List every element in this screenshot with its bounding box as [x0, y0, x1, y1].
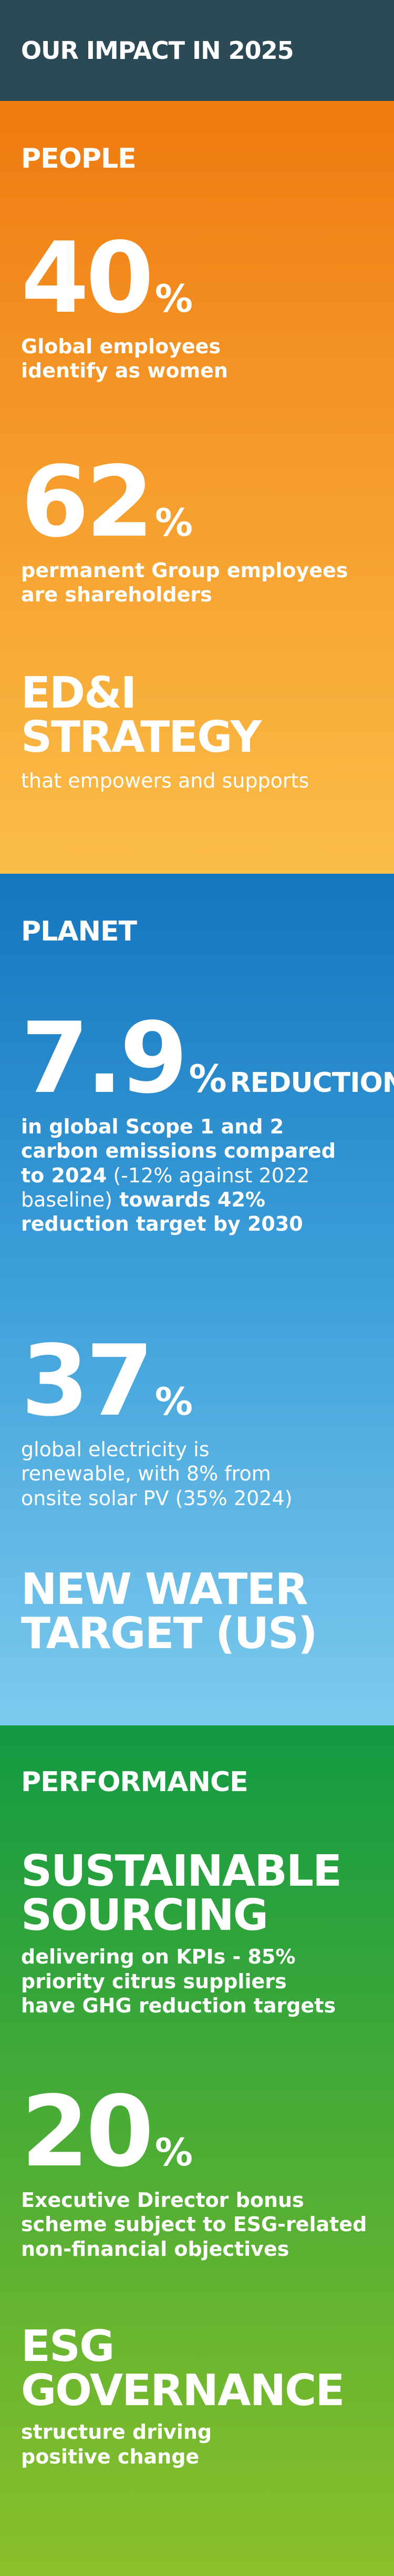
people-section: PEOPLE 40% Global employees identify as … — [0, 101, 394, 874]
stat-number: 37 — [21, 1324, 154, 1438]
stat-water-target: NEW WATER TARGET (US) — [21, 1568, 378, 1655]
stat-unit: % — [154, 500, 193, 545]
stat-value: 40% — [21, 229, 378, 327]
stat-description: delivering on KPIs - 85% priority citrus… — [21, 1945, 378, 2018]
desc-light: baseline) — [21, 1188, 112, 1212]
stat-headline: ESG GOVERNANCE — [21, 2325, 378, 2413]
stat-edi-strategy: ED&I STRATEGY that empowers and supports — [21, 671, 378, 793]
desc-line: Global employees — [21, 335, 221, 358]
stat-headline: SUSTAINABLE SOURCING — [21, 1849, 378, 1937]
stat-unit: % — [154, 1379, 193, 1424]
desc-line: reduction target by 2030 — [21, 1212, 303, 1236]
desc-light: (-12% against 2022 — [107, 1163, 310, 1187]
desc-line: to 2024 (-12% against 2022 — [21, 1163, 378, 1188]
stat-suffix: REDUCTION — [230, 1067, 394, 1099]
stat-sustainable-sourcing: SUSTAINABLE SOURCING delivering on KPIs … — [21, 1849, 378, 2018]
desc-bold: to 2024 — [21, 1163, 107, 1187]
page-title: OUR IMPACT IN 2025 — [21, 36, 294, 65]
headline-line: GOVERNANCE — [21, 2365, 345, 2416]
headline-line: ESG — [21, 2322, 115, 2371]
stat-executive-bonus: 20% Executive Director bonus scheme subj… — [21, 2083, 378, 2261]
desc-line: scheme subject to ESG-related — [21, 2213, 367, 2236]
headline-line: SOURCING — [21, 1890, 268, 1940]
page-header: OUR IMPACT IN 2025 — [0, 0, 394, 101]
stat-description: permanent Group employees are shareholde… — [21, 558, 378, 607]
performance-section: PERFORMANCE SUSTAINABLE SOURCING deliver… — [0, 1725, 394, 2576]
desc-line: baseline) towards 42% — [21, 1188, 378, 1212]
stat-esg-governance: ESG GOVERNANCE structure driving positiv… — [21, 2325, 378, 2469]
desc-line: Executive Director bonus — [21, 2189, 304, 2212]
desc-line: non-financial objectives — [21, 2237, 289, 2261]
stat-number: 62 — [21, 445, 154, 559]
desc-line: priority citrus suppliers — [21, 1969, 287, 1993]
headline-line: SUSTAINABLE — [21, 1846, 342, 1896]
stat-unit: % — [154, 277, 193, 321]
stat-value: 62% — [21, 453, 378, 551]
stat-description: Executive Director bonus scheme subject … — [21, 2188, 378, 2261]
headline-line: STRATEGY — [21, 712, 262, 762]
desc-line: renewable, with 8% from — [21, 1462, 271, 1486]
desc-line: in global Scope 1 and 2 — [21, 1115, 284, 1138]
section-title-performance: PERFORMANCE — [21, 1766, 248, 1798]
stat-value: 7.9% REDUCTION — [21, 1009, 394, 1107]
stat-unit: % — [189, 1057, 227, 1101]
stat-description: structure driving positive change — [21, 2420, 378, 2469]
headline-line: TARGET (US) — [21, 1608, 318, 1659]
desc-line: permanent Group employees — [21, 559, 348, 582]
headline-line: ED&I — [21, 668, 137, 718]
stat-headline: ED&I STRATEGY — [21, 671, 378, 759]
stat-shareholders: 62% permanent Group employees are shareh… — [21, 453, 378, 607]
stat-headline: NEW WATER TARGET (US) — [21, 1568, 378, 1655]
section-title-people: PEOPLE — [21, 143, 137, 175]
desc-line: identify as women — [21, 359, 228, 383]
desc-line: onsite solar PV (35% 2024) — [21, 1486, 293, 1510]
stat-number: 7.9 — [21, 1001, 188, 1115]
desc-line: global electricity is — [21, 1438, 210, 1461]
desc-line: carbon emissions compared — [21, 1139, 336, 1163]
stat-emissions-reduction: 7.9% REDUCTION in global Scope 1 and 2 ca… — [21, 1009, 394, 1236]
stat-number: 40 — [21, 221, 154, 335]
stat-value: 20% — [21, 2083, 378, 2181]
stat-women-employees: 40% Global employees identify as women — [21, 229, 378, 383]
section-title-planet: PLANET — [21, 916, 137, 947]
planet-section: PLANET 7.9% REDUCTION in global Scope 1 a… — [0, 874, 394, 1725]
stat-renewable-electricity: 37% global electricity is renewable, wit… — [21, 1332, 378, 1510]
desc-line: structure driving — [21, 2420, 212, 2444]
stat-value: 37% — [21, 1332, 378, 1430]
headline-line: NEW WATER — [21, 1565, 308, 1614]
desc-line: are shareholders — [21, 583, 212, 607]
stat-description: Global employees identify as women — [21, 334, 378, 383]
stat-description: in global Scope 1 and 2 carbon emissions… — [21, 1115, 378, 1236]
desc-bold: towards 42% — [112, 1188, 265, 1212]
stat-number: 20 — [21, 2074, 154, 2189]
stat-description: global electricity is renewable, with 8%… — [21, 1437, 378, 1510]
desc-line: delivering on KPIs - 85% — [21, 1945, 296, 1969]
stat-unit: % — [154, 2130, 193, 2174]
desc-line: have GHG reduction targets — [21, 1994, 336, 2017]
stat-description: that empowers and supports — [21, 769, 309, 793]
desc-line: positive change — [21, 2445, 200, 2468]
